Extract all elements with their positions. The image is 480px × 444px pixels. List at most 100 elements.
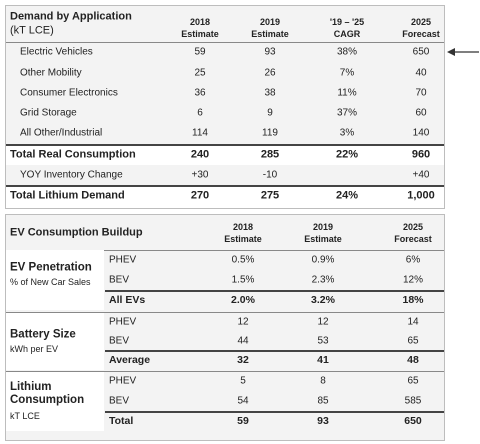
cell: 585 (404, 395, 422, 407)
group-bg (6, 250, 104, 310)
group-note: kWh per EV (10, 343, 59, 354)
group-note: kT LCE (10, 410, 40, 421)
column-header: Forecast (402, 28, 440, 39)
row-label: Total Lithium Demand (10, 189, 125, 202)
cell: 3.2% (311, 293, 335, 306)
column-header: 2018 (232, 221, 254, 232)
table-title: EV Consumption Buildup (10, 226, 143, 239)
cell: 70 (415, 87, 427, 99)
cell: 11% (337, 87, 357, 99)
demand-panel (5, 5, 445, 209)
cell: +30 (191, 169, 209, 181)
cell: 5 (240, 375, 246, 387)
cell: 9 (267, 107, 273, 119)
column-header: 2019 (259, 16, 281, 27)
cell: 2.3% (311, 274, 335, 286)
cell: 40 (415, 67, 427, 79)
row-label: All Other/Industrial (20, 127, 103, 139)
cell: 1.5% (231, 274, 255, 286)
cell: 38% (336, 46, 358, 58)
cell: 270 (190, 189, 210, 202)
cell: 54 (237, 395, 249, 407)
cell: 140 (412, 127, 430, 139)
cell: 6 (197, 107, 203, 119)
cell: 3% (339, 127, 355, 139)
cell: 36 (194, 87, 206, 99)
cell: 60 (415, 107, 427, 119)
row-label: Other Mobility (20, 67, 82, 79)
cell: 32 (237, 353, 249, 366)
column-header: Estimate (251, 28, 289, 39)
total-bg (6, 186, 444, 208)
cell: 18% (402, 293, 424, 306)
cell: 48 (407, 353, 419, 366)
row-label: Grid Storage (20, 107, 77, 119)
cell: 93 (264, 46, 276, 58)
row-label: PHEV (109, 316, 137, 328)
row-label: Total (109, 414, 134, 427)
cell: 240 (190, 148, 210, 161)
row-label: PHEV (109, 375, 137, 387)
cell: 38 (264, 87, 276, 99)
separator (6, 312, 444, 313)
cell: 114 (192, 127, 208, 139)
table-unit: (kT LCE) (10, 24, 54, 37)
separator (6, 42, 444, 43)
cell: 6% (405, 254, 421, 266)
separator (6, 250, 444, 251)
cell: 65 (407, 335, 419, 347)
cell: 12% (402, 274, 424, 286)
column-header: 2025 (402, 221, 424, 232)
cell: 12 (317, 316, 329, 328)
row-label: BEV (109, 274, 130, 286)
column-header: CAGR (333, 28, 361, 39)
group-bg (6, 371, 104, 431)
row-label: BEV (109, 335, 130, 347)
row-label: YOY Inventory Change (20, 169, 123, 181)
cell: 59 (237, 414, 249, 427)
cell: 44 (237, 335, 249, 347)
column-header: 2019 (312, 221, 334, 232)
cell: 12 (237, 316, 249, 328)
cell: 25 (194, 67, 206, 79)
cell: 119 (262, 127, 278, 139)
column-header: Estimate (181, 28, 219, 39)
cell: +40 (412, 169, 430, 181)
column-header: Forecast (394, 233, 432, 244)
column-header: 2018 (189, 16, 211, 27)
cell: 24% (335, 189, 359, 202)
column-header: 2025 (410, 16, 432, 27)
separator (105, 411, 444, 413)
column-header: Estimate (224, 233, 262, 244)
cell: -10 (262, 169, 278, 181)
cell: 22% (335, 148, 359, 161)
row-label: Total Real Consumption (10, 148, 136, 161)
cell: 26 (264, 67, 276, 79)
cell: 0.5% (231, 254, 255, 266)
cell: 85 (317, 395, 329, 407)
cell: 0.9% (311, 254, 335, 266)
cell: 1,000 (407, 189, 435, 202)
row-label: Average (109, 353, 151, 366)
arrow (447, 48, 479, 56)
separator (105, 290, 444, 292)
separator (105, 350, 444, 352)
group-label: EV Penetration (10, 261, 92, 274)
column-header: '19 – '25 (329, 16, 365, 27)
column-header: Estimate (304, 233, 342, 244)
cell: 93 (317, 414, 329, 427)
row-label: Electric Vehicles (20, 46, 93, 58)
table-title: Demand by Application (10, 10, 132, 23)
cell: 960 (411, 148, 431, 161)
total-bg (6, 145, 444, 165)
cell: 53 (317, 335, 329, 347)
group-bg (6, 312, 104, 370)
row-label: PHEV (109, 254, 137, 266)
separator (6, 144, 444, 146)
cell: 7% (339, 67, 355, 79)
cell: 65 (407, 375, 419, 387)
separator (6, 185, 444, 187)
group-label: Lithium Consumption (10, 380, 85, 406)
row-label: All EVs (109, 293, 146, 306)
